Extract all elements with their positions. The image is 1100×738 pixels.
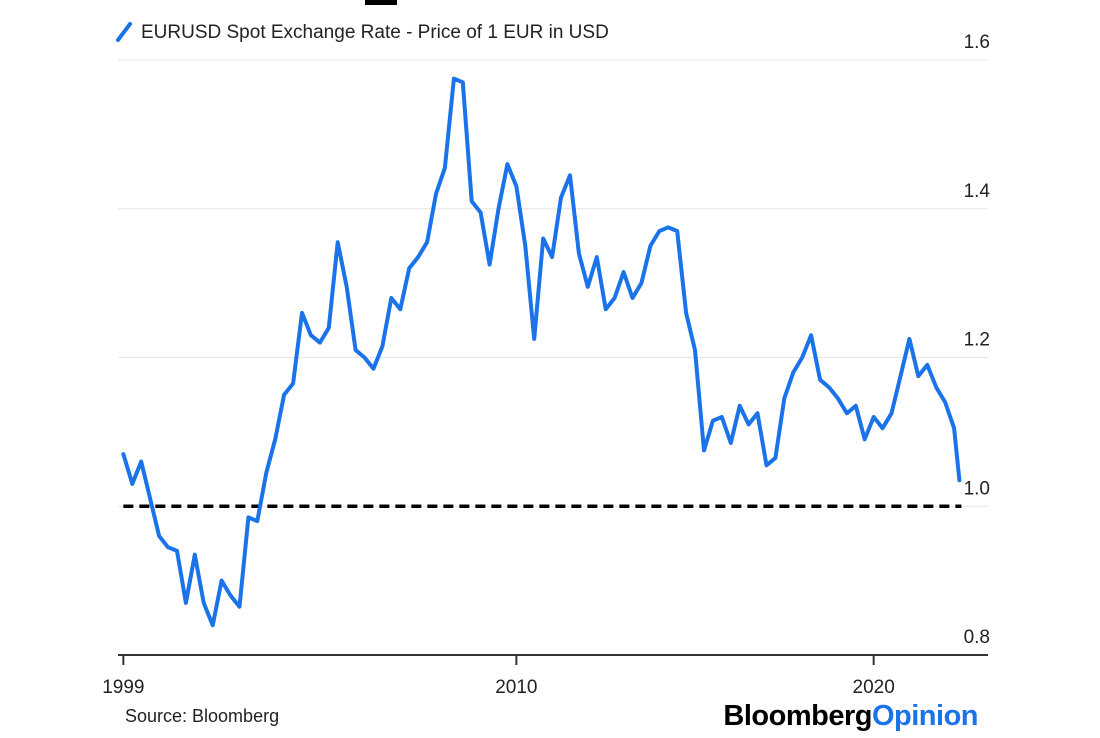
source-note: Source: Bloomberg: [125, 706, 279, 726]
brand-logo-part1: Bloomberg: [723, 700, 872, 732]
y-tick-label: 0.8: [964, 627, 990, 648]
y-tick-label: 1.4: [964, 181, 991, 202]
x-tick-label: 1999: [102, 677, 144, 698]
x-axis: 1999 2010 2020: [102, 654, 988, 698]
series-layer: [121, 76, 962, 628]
y-tick-label: 1.6: [964, 32, 990, 53]
y-tick-label: 1.0: [964, 478, 990, 499]
legend-label: EURUSD Spot Exchange Rate - Price of 1 E…: [141, 22, 609, 43]
x-tick-label: 2010: [495, 677, 537, 698]
clipped-title-fragment: [365, 0, 397, 5]
footer: Source: Bloomberg BloombergOpinion: [125, 700, 979, 732]
y-tick-label: 1.2: [964, 330, 990, 351]
legend-swatch-icon: [116, 22, 132, 42]
brand-logo-part2: Opinion: [872, 700, 978, 732]
grid-layer: [118, 59, 988, 507]
series-line-eurusd: [121, 76, 962, 628]
y-axis: 0.8 1.0 1.2 1.4 1.6: [964, 32, 991, 648]
x-tick-label: 2020: [853, 677, 895, 698]
legend: EURUSD Spot Exchange Rate - Price of 1 E…: [116, 22, 609, 43]
brand-logo: BloombergOpinion: [723, 700, 978, 732]
